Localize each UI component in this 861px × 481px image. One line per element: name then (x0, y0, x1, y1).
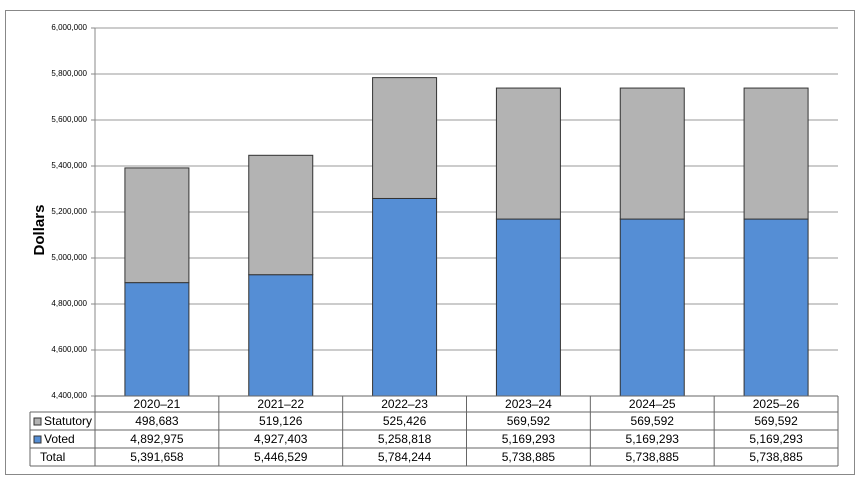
x-tick-label: 2021–22 (257, 397, 304, 411)
table-cell: 569,592 (507, 414, 551, 428)
table-cell: 5,738,885 (626, 450, 680, 464)
table-cell: 5,169,293 (502, 432, 556, 446)
table-cell: 569,592 (631, 414, 675, 428)
y-axis-label: Dollars (31, 205, 48, 256)
bar-segment (743, 87, 809, 220)
bar-segment (248, 154, 314, 276)
bar-segment (743, 218, 809, 397)
y-tick-label: 6,000,000 (51, 23, 87, 32)
x-tick-label: 2024–25 (629, 397, 676, 411)
legend-key (33, 435, 42, 444)
table-cell: 5,738,885 (749, 450, 803, 464)
table-cell: 5,738,885 (502, 450, 556, 464)
legend-label: Total (40, 450, 65, 464)
y-tick-label: 5,400,000 (51, 161, 87, 170)
y-tick-label: 5,000,000 (51, 253, 87, 262)
table-cell: 4,892,975 (130, 432, 184, 446)
bar-segment (619, 87, 685, 220)
y-tick-label: 5,200,000 (51, 207, 87, 216)
x-tick-label: 2025–26 (753, 397, 800, 411)
table-cell: 4,927,403 (254, 432, 308, 446)
bar-segment (124, 167, 190, 284)
y-tick-label: 5,600,000 (51, 115, 87, 124)
y-tick-label: 5,800,000 (51, 69, 87, 78)
bar-segment (372, 197, 438, 397)
y-tick-label: 4,600,000 (51, 345, 87, 354)
table-cell: 519,126 (259, 414, 303, 428)
table-cell: 5,391,658 (130, 450, 184, 464)
bar-segment (495, 218, 561, 397)
table-cell: 569,592 (754, 414, 798, 428)
x-tick-label: 2020–21 (134, 397, 181, 411)
table-cell: 5,169,293 (626, 432, 680, 446)
bar-segment (372, 77, 438, 199)
bar-segment (124, 282, 190, 397)
legend-key (33, 417, 42, 426)
table-cell: 498,683 (135, 414, 179, 428)
table-cell: 5,784,244 (378, 450, 432, 464)
table-cell: 525,426 (383, 414, 427, 428)
legend-label: Voted (44, 432, 75, 446)
y-tick-label: 4,400,000 (51, 391, 87, 400)
bar-segment (495, 87, 561, 220)
bar-segment (619, 218, 685, 397)
x-tick-label: 2023–24 (505, 397, 552, 411)
x-tick-label: 2022–23 (381, 397, 428, 411)
table-cell: 5,169,293 (749, 432, 803, 446)
table-cell: 5,258,818 (378, 432, 432, 446)
legend-label: Statutory (44, 414, 92, 428)
table-cell: 5,446,529 (254, 450, 308, 464)
bar-segment (248, 274, 314, 397)
y-tick-label: 4,800,000 (51, 299, 87, 308)
